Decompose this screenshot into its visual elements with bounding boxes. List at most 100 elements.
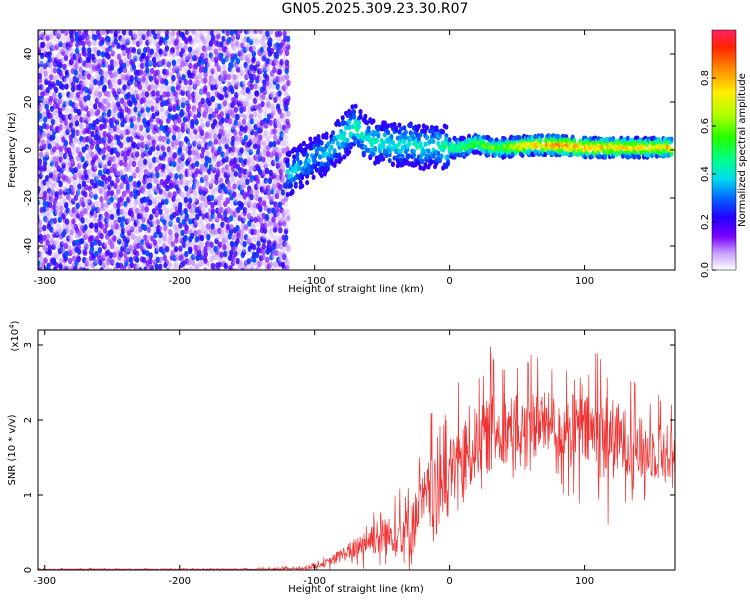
noise-speckle xyxy=(122,49,127,57)
noise-speckle xyxy=(180,173,185,181)
noise-speckle xyxy=(184,185,189,192)
noise-speckle xyxy=(38,58,43,65)
noise-speckle xyxy=(136,141,142,148)
noise-speckle xyxy=(42,234,48,241)
noise-speckle xyxy=(52,180,58,187)
noise-speckle xyxy=(284,92,290,99)
noise-speckle xyxy=(138,124,144,132)
noise-speckle xyxy=(44,151,50,158)
noise-speckle xyxy=(61,162,66,169)
noise-speckle xyxy=(93,103,98,110)
noise-speckle xyxy=(112,235,117,242)
noise-speckle xyxy=(58,92,63,99)
noise-speckle xyxy=(70,36,75,43)
noise-speckle xyxy=(107,45,113,52)
noise-speckle xyxy=(86,229,92,236)
noise-speckle xyxy=(139,167,144,174)
noise-speckle xyxy=(167,63,173,71)
noise-speckle xyxy=(278,227,283,234)
spectrogram-x-axis-label: Height of straight line (km) xyxy=(288,284,424,295)
noise-speckle xyxy=(109,82,114,90)
noise-speckle xyxy=(199,72,205,79)
noise-speckle xyxy=(102,105,108,112)
noise-speckle xyxy=(177,117,182,124)
noise-speckle xyxy=(257,202,263,209)
noise-speckle xyxy=(144,81,150,88)
noise-speckle xyxy=(90,30,96,34)
noise-speckle xyxy=(154,122,160,130)
noise-speckle xyxy=(84,78,89,86)
noise-speckle xyxy=(147,234,152,242)
noise-speckle xyxy=(112,77,118,85)
noise-speckle xyxy=(74,114,79,121)
noise-speckle xyxy=(86,168,91,176)
noise-speckle xyxy=(104,98,109,105)
noise-speckle xyxy=(154,178,159,185)
noise-speckle xyxy=(128,223,134,231)
noise-speckle xyxy=(102,243,107,250)
noise-speckle xyxy=(62,222,67,230)
noise-speckle xyxy=(258,217,264,225)
noise-speckle xyxy=(135,166,140,173)
noise-speckle xyxy=(225,197,231,204)
noise-speckle xyxy=(105,168,111,175)
noise-speckle xyxy=(38,233,43,241)
noise-speckle xyxy=(66,74,72,81)
noise-speckle xyxy=(112,167,118,175)
noise-speckle xyxy=(87,260,93,267)
noise-speckle xyxy=(138,84,143,91)
ridge-mark xyxy=(285,157,290,163)
noise-speckle xyxy=(204,161,209,168)
noise-speckle xyxy=(188,79,193,86)
ridge-mark xyxy=(342,154,347,160)
noise-speckle xyxy=(58,40,63,48)
noise-speckle xyxy=(73,223,79,231)
noise-speckle xyxy=(121,190,127,197)
noise-speckle xyxy=(38,72,43,80)
noise-speckle xyxy=(125,36,131,44)
noise-speckle xyxy=(141,256,147,264)
ridge-mark xyxy=(441,129,446,135)
snr-y-axis-label: SNR (10 * v/v) xyxy=(7,414,18,485)
noise-speckle xyxy=(58,180,63,188)
noise-speckle xyxy=(52,75,58,82)
noise-speckle xyxy=(58,36,63,44)
noise-speckle xyxy=(55,136,61,143)
noise-speckle xyxy=(136,171,141,179)
noise-speckle xyxy=(43,116,48,123)
noise-speckle xyxy=(262,195,267,202)
noise-speckle xyxy=(86,94,91,101)
noise-speckle xyxy=(222,100,228,107)
noise-speckle xyxy=(187,156,192,163)
noise-speckle xyxy=(110,258,116,265)
noise-speckle xyxy=(47,177,53,185)
noise-speckle xyxy=(126,70,131,77)
noise-speckle xyxy=(74,63,79,70)
noise-speckle xyxy=(258,30,263,35)
noise-speckle xyxy=(110,259,115,266)
noise-speckle xyxy=(80,125,85,132)
noise-speckle xyxy=(128,100,133,107)
noise-speckle xyxy=(90,151,95,159)
noise-speckle xyxy=(138,130,143,137)
noise-speckle xyxy=(44,78,49,86)
noise-speckle xyxy=(60,90,66,97)
noise-speckle xyxy=(248,155,254,162)
ridge-mark xyxy=(306,157,311,164)
noise-speckle xyxy=(64,202,69,209)
noise-speckle xyxy=(54,119,59,126)
noise-speckle xyxy=(193,31,199,38)
noise-speckle xyxy=(55,201,60,208)
noise-speckle xyxy=(136,180,142,187)
noise-speckle xyxy=(68,41,73,48)
noise-speckle xyxy=(113,82,119,89)
noise-speckle xyxy=(42,224,47,232)
noise-speckle xyxy=(141,33,146,41)
noise-speckle xyxy=(88,99,93,107)
ridge-mark xyxy=(309,169,314,176)
noise-speckle xyxy=(131,47,137,54)
noise-speckle xyxy=(84,257,90,264)
noise-speckle xyxy=(55,53,60,60)
noise-speckle xyxy=(104,221,109,229)
